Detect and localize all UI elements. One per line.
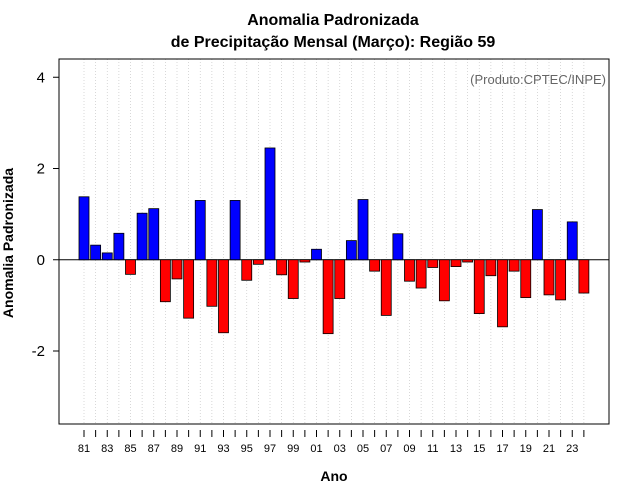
bar-2022: [555, 259, 567, 301]
x-tick-label: 07: [380, 443, 392, 455]
x-tick-label: 13: [450, 443, 462, 455]
bar-1991: [194, 200, 206, 261]
bar-1981: [78, 196, 90, 261]
bar-2023: [566, 221, 578, 261]
bar-1984: [113, 232, 125, 261]
bar-1989: [171, 259, 183, 280]
x-tick-label: 03: [334, 443, 346, 455]
bar-2024: [578, 259, 590, 294]
x-tick-label: 87: [148, 443, 160, 455]
bars: [78, 147, 590, 335]
plot-frame: [58, 58, 610, 425]
chart-title-line2: de Precipitação Mensal (Março): Região 5…: [171, 34, 496, 51]
bar-1996: [252, 259, 264, 265]
bar-2012: [438, 259, 450, 302]
y-tick-label: 4: [37, 69, 45, 86]
x-tick-label: 01: [310, 443, 322, 455]
bar-2011: [427, 259, 439, 268]
bar-2001: [311, 248, 322, 261]
bar-2016: [485, 259, 497, 277]
x-tick-label: 97: [264, 443, 276, 455]
bar-2005: [357, 199, 369, 261]
bar-2003: [334, 259, 346, 299]
x-tick-label: 15: [473, 443, 485, 455]
bar-2020: [531, 209, 543, 261]
bar-1997: [264, 147, 276, 261]
bar-2017: [497, 259, 508, 328]
x-tick-label: 17: [496, 443, 508, 455]
chart-title-line1: Anomalia Padronizada: [247, 12, 419, 29]
x-tick-label: 05: [357, 443, 369, 455]
bar-1999: [287, 259, 299, 299]
bar-1988: [159, 259, 171, 303]
bar-1995: [241, 259, 253, 281]
x-tick-label: 91: [194, 443, 206, 455]
y-tick-label: 0: [37, 252, 45, 269]
x-tick-label: 21: [543, 443, 555, 455]
product-annotation: (Produto:CPTEC/INPE): [470, 72, 606, 87]
bar-1985: [125, 259, 136, 275]
bar-2006: [369, 259, 381, 272]
bar-1998: [276, 259, 288, 276]
bar-2015: [473, 259, 485, 314]
y-tick-label: -2: [32, 343, 45, 360]
x-axis: 81 83 85 87 89 91 93 95 97 99 01 03 05 07 09 11 13 15 17 19…: [78, 430, 585, 455]
x-tick-label: 19: [520, 443, 532, 455]
bar-2007: [380, 259, 392, 316]
x-tick-label: 89: [171, 443, 183, 455]
grid-lines: [83, 59, 585, 424]
bar-2009: [404, 259, 415, 282]
bar-1982: [90, 244, 102, 261]
x-tick-label: 23: [566, 443, 578, 455]
bar-2000: [299, 259, 311, 263]
bar-2004: [345, 240, 357, 261]
bar-1993: [218, 259, 229, 334]
bar-2013: [450, 259, 462, 267]
bar-2018: [508, 259, 520, 272]
x-tick-label: 99: [287, 443, 299, 455]
x-tick-label: 09: [403, 443, 415, 455]
bar-1983: [101, 252, 113, 261]
x-tick-label: 81: [78, 443, 90, 455]
x-axis-label: Ano: [320, 468, 347, 484]
y-tick-label: 2: [37, 161, 45, 178]
x-tick-label: 85: [124, 443, 136, 455]
bar-2008: [392, 233, 404, 261]
x-tick-label: 95: [241, 443, 253, 455]
bar-1986: [136, 212, 148, 261]
x-tick-label: 83: [101, 443, 113, 455]
bar-1987: [148, 208, 160, 261]
bar-2002: [322, 259, 334, 335]
y-axis: -2 0 2 4: [32, 69, 59, 360]
bar-1992: [206, 259, 218, 307]
bar-2014: [462, 259, 474, 263]
bar-2010: [415, 259, 427, 289]
x-tick-label: 11: [427, 443, 438, 455]
bar-2021: [543, 259, 555, 296]
bar-2019: [520, 259, 532, 299]
y-axis-label: Anomalia Padronizada: [0, 168, 16, 318]
bar-1994: [229, 200, 241, 261]
x-tick-label: 93: [217, 443, 229, 455]
bar-1990: [183, 259, 195, 319]
